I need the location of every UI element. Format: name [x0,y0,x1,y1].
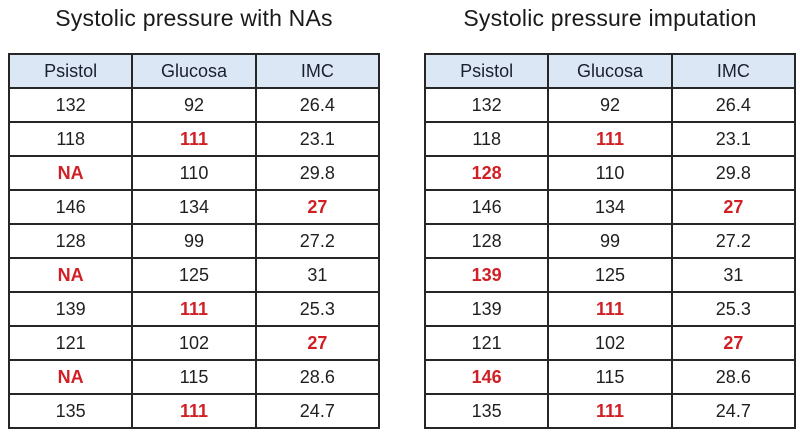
table-row: 128 110 29.8 [423,155,797,191]
table-cell: 23.1 [254,121,381,157]
table-row: 118 111 23.1 [423,121,797,157]
table-cell: 102 [547,325,673,361]
table-cell: 29.8 [670,155,797,191]
table-cell: 25.3 [670,291,797,327]
table-cell: 125 [547,257,673,293]
table-row: 128 99 27.2 [423,223,797,259]
table-row: 118 111 23.1 [7,121,381,157]
table-cell: 125 [131,257,257,293]
table-row: 121 102 27 [423,325,797,361]
table-row: 132 92 26.4 [423,87,797,123]
highlighted-cell: 139 [423,257,550,293]
table-row: NA 125 31 [7,257,381,293]
table-cell: 99 [131,223,257,259]
table-cell: 110 [131,155,257,191]
page-body: Systolic pressure with NAs Psistol Glucos… [7,0,797,429]
panel-imputation: Systolic pressure imputation Psistol Gluc… [423,0,797,429]
table-row: NA 110 29.8 [7,155,381,191]
table-cell: 135 [423,393,550,429]
table-cell: 134 [131,189,257,225]
header-row: Psistol Glucosa IMC [7,53,381,89]
highlighted-cell: 128 [423,155,550,191]
column-header: Psistol [423,53,550,89]
table-body: 132 92 26.4 118 111 23.1 NA 110 29.8 146 134 27 128 9… [7,87,381,429]
table-row: 139 125 31 [423,257,797,293]
table-row: 132 92 26.4 [7,87,381,123]
table-row: 146 115 28.6 [423,359,797,395]
panel-with-nas: Systolic pressure with NAs Psistol Glucos… [7,0,381,429]
table-cell: 132 [423,87,550,123]
highlighted-cell: 146 [423,359,550,395]
table-cell: 31 [670,257,797,293]
highlighted-cell: 111 [131,291,257,327]
table-cell: 26.4 [254,87,381,123]
data-table-with-nas: Psistol Glucosa IMC 132 92 26.4 118 111 23.1 NA 1… [7,53,381,429]
table-cell: 26.4 [670,87,797,123]
table-cell: 23.1 [670,121,797,157]
table-header-row: Psistol Glucosa IMC [423,53,797,89]
table-cell: 28.6 [670,359,797,395]
highlighted-cell: NA [7,155,134,191]
highlighted-cell: 27 [254,189,381,225]
highlighted-cell: 27 [670,325,797,361]
table-cell: 121 [7,325,134,361]
highlighted-cell: 111 [131,121,257,157]
table-cell: 27.2 [670,223,797,259]
highlighted-cell: NA [7,359,134,395]
table-cell: 102 [131,325,257,361]
table-cell: 139 [423,291,550,327]
table-cell: 92 [547,87,673,123]
table-cell: 24.7 [670,393,797,429]
highlighted-cell: 111 [547,121,673,157]
highlighted-cell: 27 [254,325,381,361]
highlighted-cell: 27 [670,189,797,225]
table-row: 128 99 27.2 [7,223,381,259]
table-cell: 92 [131,87,257,123]
table-cell: 24.7 [254,393,381,429]
table-cell: 132 [7,87,134,123]
table-title-imputation: Systolic pressure imputation [463,5,757,31]
highlighted-cell: NA [7,257,134,293]
table-row: 146 134 27 [7,189,381,225]
table-row: NA 115 28.6 [7,359,381,395]
column-header: Glucosa [547,53,673,89]
table-cell: 115 [131,359,257,395]
table-cell: 128 [7,223,134,259]
header-row: Psistol Glucosa IMC [423,53,797,89]
table-cell: 27.2 [254,223,381,259]
table-cell: 134 [547,189,673,225]
table-row: 139 111 25.3 [7,291,381,327]
table-cell: 118 [7,121,134,157]
table-cell: 135 [7,393,134,429]
column-header: IMC [254,53,381,89]
table-title-with-nas: Systolic pressure with NAs [55,5,333,31]
table-cell: 110 [547,155,673,191]
table-cell: 115 [547,359,673,395]
table-cell: 118 [423,121,550,157]
table-cell: 99 [547,223,673,259]
table-row: 135 111 24.7 [423,393,797,429]
table-cell: 139 [7,291,134,327]
table-body: 132 92 26.4 118 111 23.1 128 110 29.8 146 134 27 128… [423,87,797,429]
table-row: 135 111 24.7 [7,393,381,429]
table-row: 121 102 27 [7,325,381,361]
column-header: IMC [670,53,797,89]
highlighted-cell: 111 [547,291,673,327]
table-cell: 28.6 [254,359,381,395]
table-cell: 29.8 [254,155,381,191]
table-cell: 128 [423,223,550,259]
highlighted-cell: 111 [547,393,673,429]
table-row: 146 134 27 [423,189,797,225]
column-header: Psistol [7,53,134,89]
table-cell: 146 [423,189,550,225]
table-cell: 121 [423,325,550,361]
table-cell: 25.3 [254,291,381,327]
data-table-imputation: Psistol Glucosa IMC 132 92 26.4 118 111 23.1 128… [423,53,797,429]
table-cell: 146 [7,189,134,225]
table-cell: 31 [254,257,381,293]
column-header: Glucosa [131,53,257,89]
table-row: 139 111 25.3 [423,291,797,327]
table-header-row: Psistol Glucosa IMC [7,53,381,89]
highlighted-cell: 111 [131,393,257,429]
